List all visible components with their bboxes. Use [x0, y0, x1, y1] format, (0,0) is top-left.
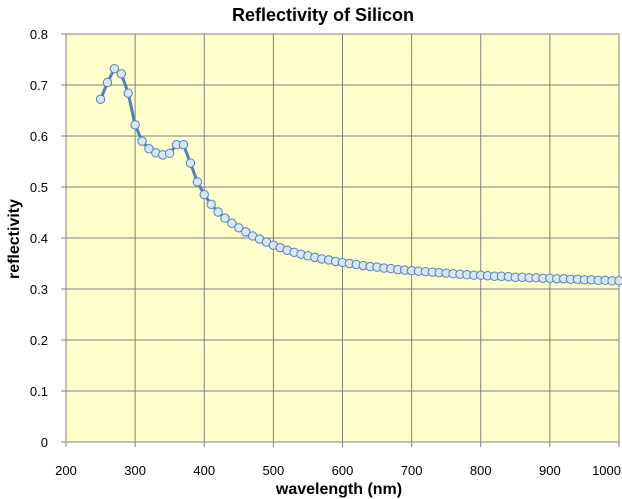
data-point [102, 77, 113, 88]
data-point [109, 63, 120, 74]
data-point [199, 189, 209, 200]
data-point [144, 144, 154, 154]
y-tick-label: 0.5 [30, 180, 48, 195]
y-tick-label: 0.8 [30, 27, 48, 42]
data-point [95, 94, 106, 104]
y-tick-label: 0.6 [30, 129, 48, 144]
data-point [164, 148, 175, 159]
data-point [206, 199, 216, 210]
data-point [234, 223, 244, 233]
y-tick-label: 0.2 [30, 333, 48, 348]
data-point [137, 136, 147, 146]
y-tick-label: 0.1 [30, 384, 48, 399]
data-series [95, 63, 622, 286]
data-point [227, 218, 237, 228]
x-tick-label: 600 [332, 463, 354, 478]
x-tick-label: 800 [470, 463, 492, 478]
x-tick-label: 700 [401, 463, 423, 478]
y-tick-label: 0.4 [30, 231, 48, 246]
x-tick-label: 200 [55, 463, 77, 478]
x-tick-label: 400 [193, 463, 215, 478]
data-point [241, 227, 251, 237]
x-tick-label: 1000 [592, 463, 621, 478]
data-point [116, 69, 127, 79]
data-point [123, 88, 133, 98]
y-axis-title: reflectivity [6, 199, 23, 279]
data-point [185, 158, 196, 168]
x-tick-label: 500 [263, 463, 285, 478]
data-point [614, 276, 622, 286]
grid-lines [61, 33, 620, 447]
data-point [178, 139, 189, 150]
data-point [130, 120, 140, 130]
y-tick-label: 0.3 [30, 282, 48, 297]
y-tick-label: 0.7 [30, 78, 48, 93]
y-tick-label: 0 [41, 435, 48, 450]
data-point [192, 177, 203, 187]
x-axis-title: wavelength (nm) [275, 481, 402, 498]
data-point [213, 207, 223, 217]
x-tick-label: 300 [124, 463, 146, 478]
x-tick-label: 900 [539, 463, 561, 478]
chart-title: Reflectivity of Silicon [232, 5, 414, 25]
tick-labels: 200 300 400 500 600 700 800 900 1000 0 0.1 0.2 0.3 0.… [30, 27, 621, 478]
data-point [220, 213, 230, 223]
